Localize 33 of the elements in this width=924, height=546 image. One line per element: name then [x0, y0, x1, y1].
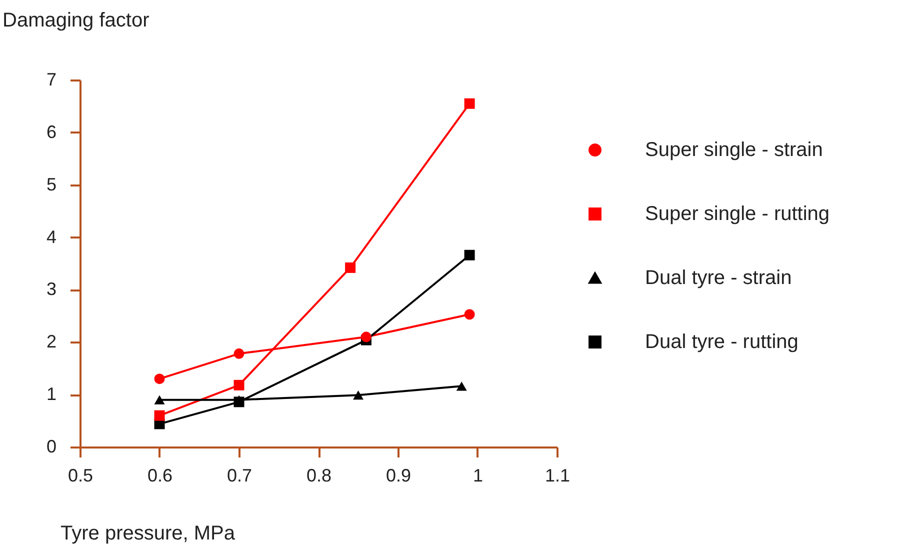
point	[154, 410, 165, 421]
point	[360, 332, 372, 342]
point	[353, 390, 364, 400]
legend-label: Super single - rutting	[645, 203, 830, 225]
y-tick-label: 3	[46, 279, 56, 300]
y-tick-label: 2	[46, 332, 56, 352]
point	[234, 380, 244, 390]
point	[234, 348, 244, 359]
x-tick-label: 1	[472, 466, 484, 486]
legend-label: Super single - strain	[645, 139, 823, 161]
y-tick-label: 4	[46, 226, 56, 247]
x-tick-label: 0.8	[306, 466, 332, 486]
y-tick-label: 6	[46, 122, 56, 142]
x-tick-label: 0.6	[147, 466, 173, 486]
point	[456, 382, 467, 391]
x-tick-label: 0.9	[386, 466, 412, 486]
x-axis-title: Tyre pressure, MPa	[60, 522, 236, 544]
x-tick-label: 0.5	[68, 466, 94, 486]
point	[345, 262, 356, 273]
point	[154, 395, 165, 404]
point	[464, 98, 475, 109]
point	[464, 309, 475, 320]
y-tick-label: 0	[46, 436, 56, 456]
legend-label: Dual tyre - rutting	[645, 331, 798, 353]
point	[154, 374, 165, 384]
x-tick-label: 1.1	[544, 466, 570, 486]
x-tick-label: 0.7	[226, 466, 252, 486]
y-tick-label: 7	[46, 70, 56, 90]
legend-label: Dual tyre - strain	[645, 267, 792, 289]
y-tick-label: 5	[46, 174, 56, 194]
y-axis-title: Damaging factor	[2, 10, 150, 32]
point	[464, 250, 475, 260]
y-tick-label: 1	[46, 384, 56, 404]
